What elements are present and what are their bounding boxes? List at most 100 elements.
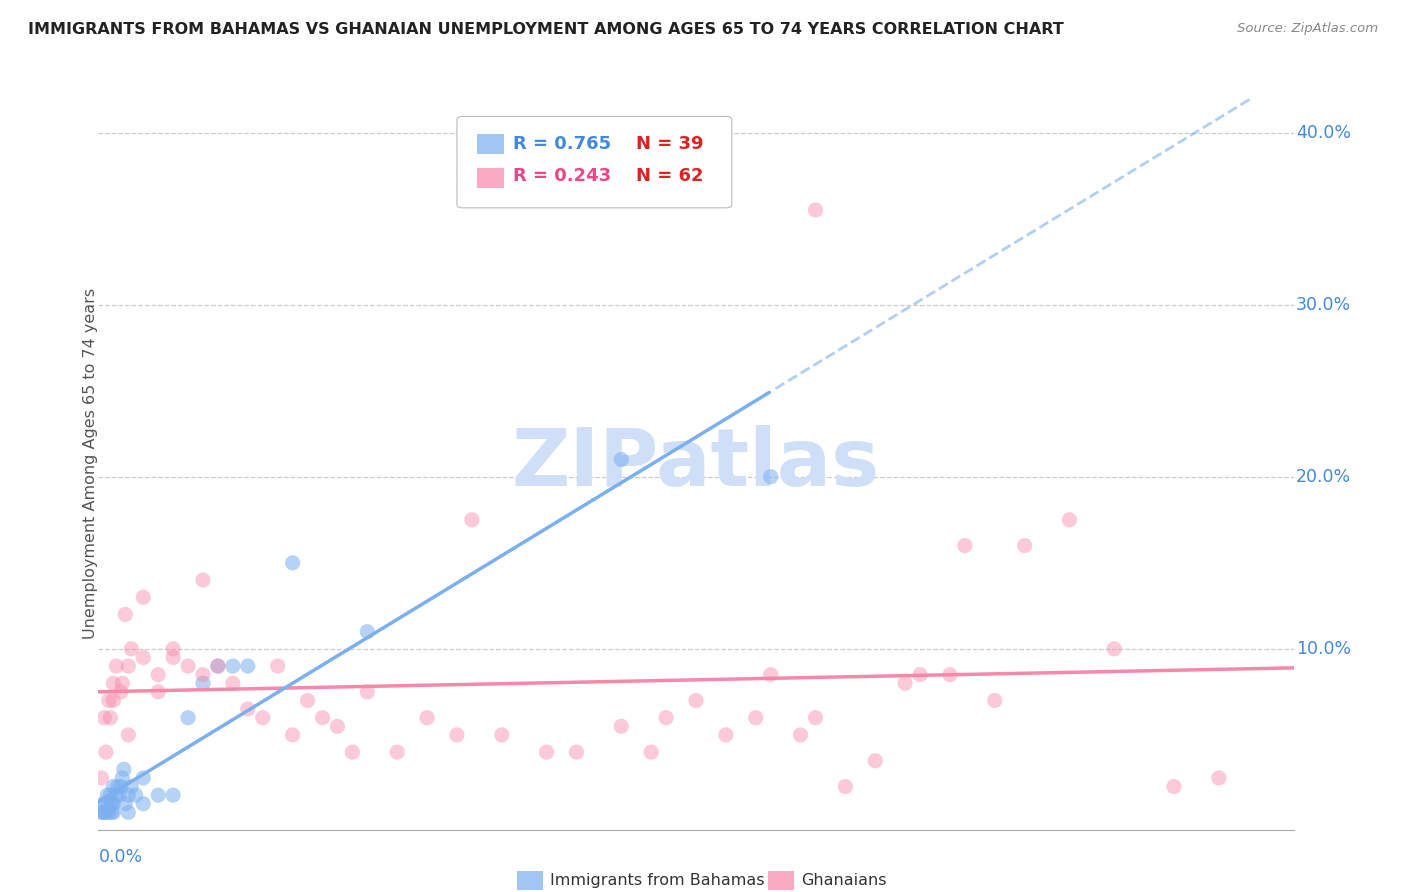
Point xyxy=(114,797,136,811)
Point xyxy=(281,556,304,570)
Point xyxy=(953,539,976,553)
Point xyxy=(93,711,115,725)
Point xyxy=(804,202,827,217)
Point xyxy=(804,711,827,725)
Point xyxy=(759,469,782,483)
Point xyxy=(297,693,319,707)
Point xyxy=(342,745,364,759)
Point xyxy=(90,805,112,820)
Point xyxy=(117,788,139,802)
Point xyxy=(640,745,662,759)
Point xyxy=(191,667,214,681)
Point xyxy=(908,667,931,681)
Point xyxy=(132,591,155,605)
Text: Ghanaians: Ghanaians xyxy=(801,873,887,888)
Point xyxy=(759,667,782,681)
Point xyxy=(101,805,124,820)
Point xyxy=(789,728,811,742)
Text: N = 62: N = 62 xyxy=(636,168,704,186)
Bar xyxy=(477,168,503,188)
Point xyxy=(207,659,229,673)
Point xyxy=(252,711,274,725)
Point xyxy=(236,659,259,673)
Point xyxy=(236,702,259,716)
Point xyxy=(97,693,120,707)
Point xyxy=(655,711,678,725)
Point xyxy=(110,780,132,794)
Point xyxy=(98,797,122,811)
Point xyxy=(96,788,118,802)
Point xyxy=(191,573,214,587)
Point xyxy=(148,667,170,681)
Point xyxy=(162,650,184,665)
Point xyxy=(356,685,378,699)
Point xyxy=(117,805,139,820)
Point xyxy=(94,745,117,759)
Text: N = 39: N = 39 xyxy=(636,136,704,153)
Point xyxy=(610,719,633,733)
Point xyxy=(111,676,134,690)
Bar xyxy=(477,134,503,154)
Point xyxy=(98,788,122,802)
Point xyxy=(132,650,155,665)
Point xyxy=(894,676,917,690)
Point xyxy=(117,728,139,742)
Y-axis label: Unemployment Among Ages 65 to 74 years: Unemployment Among Ages 65 to 74 years xyxy=(83,288,97,640)
Text: 40.0%: 40.0% xyxy=(1296,123,1351,142)
Point xyxy=(834,780,856,794)
Point xyxy=(111,771,134,785)
Point xyxy=(326,719,349,733)
Point xyxy=(125,788,148,802)
Point xyxy=(1163,780,1185,794)
Point xyxy=(1014,539,1036,553)
Point xyxy=(107,780,129,794)
Point xyxy=(416,711,439,725)
Point xyxy=(685,693,707,707)
Point xyxy=(114,607,136,622)
Point xyxy=(177,711,200,725)
Point xyxy=(939,667,962,681)
FancyBboxPatch shape xyxy=(457,117,733,208)
Point xyxy=(117,659,139,673)
Text: Immigrants from Bahamas: Immigrants from Bahamas xyxy=(550,873,765,888)
Point xyxy=(108,788,131,802)
Point xyxy=(98,711,122,725)
Point xyxy=(714,728,737,742)
Point xyxy=(281,728,304,742)
Point xyxy=(105,788,128,802)
Point xyxy=(103,780,125,794)
Point xyxy=(162,788,184,802)
Text: Source: ZipAtlas.com: Source: ZipAtlas.com xyxy=(1237,22,1378,36)
Point xyxy=(132,797,155,811)
Point xyxy=(90,771,112,785)
Point xyxy=(94,805,117,820)
Point xyxy=(148,788,170,802)
Point xyxy=(536,745,558,759)
Point xyxy=(863,754,886,768)
Text: IMMIGRANTS FROM BAHAMAS VS GHANAIAN UNEMPLOYMENT AMONG AGES 65 TO 74 YEARS CORRE: IMMIGRANTS FROM BAHAMAS VS GHANAIAN UNEM… xyxy=(28,22,1064,37)
Bar xyxy=(768,871,794,889)
Point xyxy=(120,780,142,794)
Point xyxy=(148,685,170,699)
Point xyxy=(385,745,409,759)
Point xyxy=(1208,771,1230,785)
Bar xyxy=(517,871,543,889)
Point xyxy=(103,676,125,690)
Point xyxy=(120,641,142,656)
Point xyxy=(97,805,120,820)
Point xyxy=(311,711,333,725)
Point xyxy=(610,452,633,467)
Point xyxy=(162,641,184,656)
Point xyxy=(91,797,114,811)
Text: 0.0%: 0.0% xyxy=(98,847,142,866)
Text: R = 0.243: R = 0.243 xyxy=(513,168,612,186)
Point xyxy=(1102,641,1125,656)
Point xyxy=(112,762,135,776)
Point xyxy=(105,659,128,673)
Point xyxy=(565,745,588,759)
Text: 10.0%: 10.0% xyxy=(1296,640,1351,658)
Point xyxy=(110,685,132,699)
Point xyxy=(207,659,229,673)
Point xyxy=(103,693,125,707)
Point xyxy=(745,711,768,725)
